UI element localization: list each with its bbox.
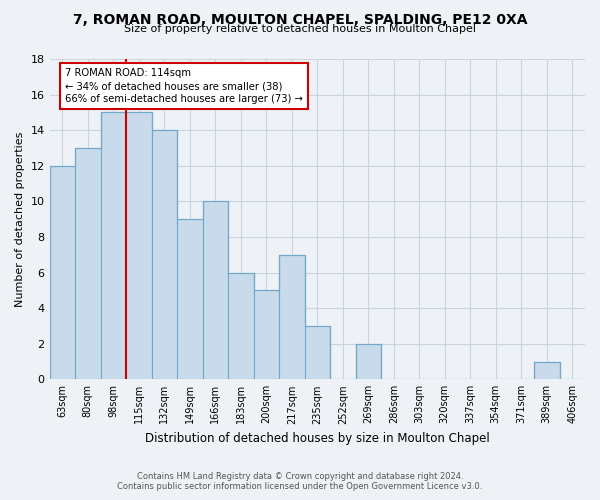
Bar <box>101 112 126 380</box>
Bar <box>75 148 101 380</box>
Bar <box>254 290 279 380</box>
Bar <box>50 166 75 380</box>
Bar <box>203 202 228 380</box>
Text: 7, ROMAN ROAD, MOULTON CHAPEL, SPALDING, PE12 0XA: 7, ROMAN ROAD, MOULTON CHAPEL, SPALDING,… <box>73 12 527 26</box>
Bar <box>279 254 305 380</box>
Bar <box>126 112 152 380</box>
Text: 7 ROMAN ROAD: 114sqm
← 34% of detached houses are smaller (38)
66% of semi-detac: 7 ROMAN ROAD: 114sqm ← 34% of detached h… <box>65 68 303 104</box>
Bar <box>356 344 381 380</box>
Bar <box>228 272 254 380</box>
X-axis label: Distribution of detached houses by size in Moulton Chapel: Distribution of detached houses by size … <box>145 432 490 445</box>
Y-axis label: Number of detached properties: Number of detached properties <box>15 132 25 307</box>
Bar <box>305 326 330 380</box>
Text: Size of property relative to detached houses in Moulton Chapel: Size of property relative to detached ho… <box>124 24 476 34</box>
Bar <box>534 362 560 380</box>
Text: Contains HM Land Registry data © Crown copyright and database right 2024.
Contai: Contains HM Land Registry data © Crown c… <box>118 472 482 491</box>
Bar <box>177 219 203 380</box>
Bar <box>152 130 177 380</box>
